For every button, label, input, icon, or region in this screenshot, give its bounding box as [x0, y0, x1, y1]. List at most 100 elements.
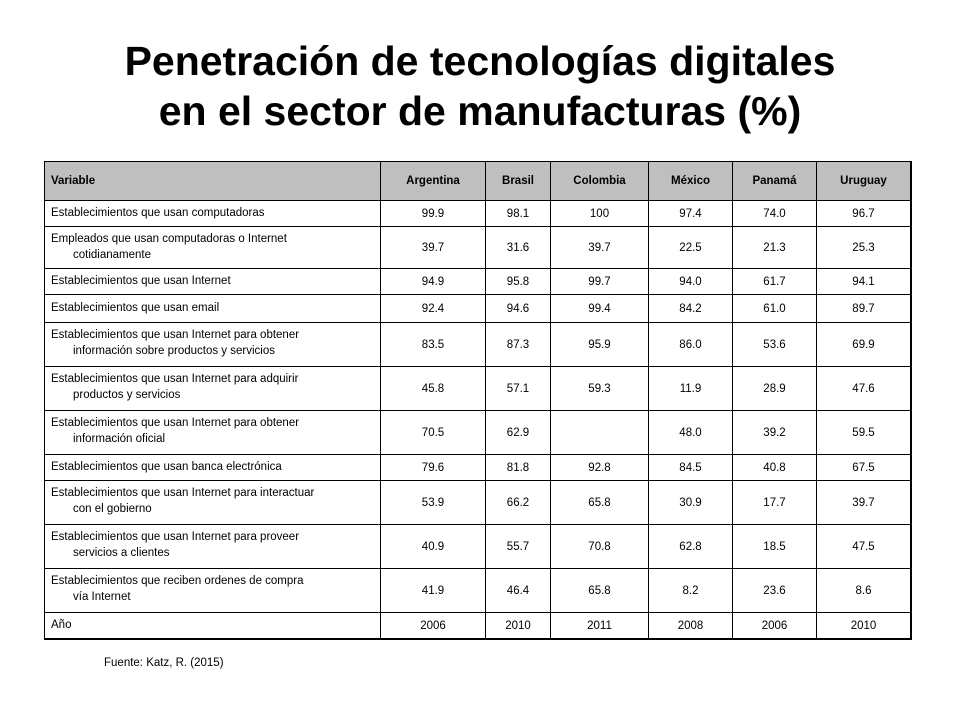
value-cell: 22.5	[648, 226, 733, 269]
variable-label: Establecimientos que usan Internet para …	[51, 531, 300, 543]
variable-cell: Establecimientos que usan computadoras	[44, 200, 381, 227]
value-cell: 2010	[816, 612, 912, 640]
value-cell: 55.7	[485, 524, 551, 569]
value-cell: 92.8	[550, 454, 649, 481]
value-cell: 84.2	[648, 294, 733, 323]
variable-label: Establecimientos que usan Internet para …	[51, 417, 300, 429]
data-table: Variable Argentina Brasil Colombia Méxic…	[44, 161, 912, 640]
value-cell: 41.9	[380, 568, 486, 613]
value-cell: 17.7	[732, 480, 817, 525]
value-cell: 59.5	[816, 410, 912, 455]
value-cell: 2006	[380, 612, 486, 640]
value-cell: 94.9	[380, 268, 486, 295]
table-row: Año 2006 2010 2011 2008 2006 2010	[44, 612, 912, 640]
variable-label: Establecimientos que usan computadoras	[51, 207, 265, 219]
variable-cell: Establecimientos que usan Internet para …	[44, 366, 381, 411]
value-cell: 59.3	[550, 366, 649, 411]
value-cell: 25.3	[816, 226, 912, 269]
value-cell: 62.9	[485, 410, 551, 455]
value-cell: 48.0	[648, 410, 733, 455]
variable-cell: Establecimientos que reciben ordenes de …	[44, 568, 381, 613]
source-note: Fuente: Katz, R. (2015)	[104, 657, 224, 669]
variable-label: Establecimientos que usan Internet para …	[51, 373, 299, 385]
table-row: Establecimientos que usan Internet para …	[44, 366, 912, 411]
variable-label: Establecimientos que usan email	[51, 302, 220, 314]
value-cell: 11.9	[648, 366, 733, 411]
header-cell: Panamá	[732, 161, 817, 201]
variable-cell: Año	[44, 612, 381, 640]
variable-label: Año	[51, 619, 72, 631]
variable-cell: Establecimientos que usan Internet para …	[44, 410, 381, 455]
value-cell: 21.3	[732, 226, 817, 269]
value-cell: 39.7	[380, 226, 486, 269]
table-row: Establecimientos que reciben ordenes de …	[44, 568, 912, 613]
value-cell: 47.5	[816, 524, 912, 569]
table-row: Establecimientos que usan Internet para …	[44, 322, 912, 367]
value-cell: 86.0	[648, 322, 733, 367]
value-cell: 23.6	[732, 568, 817, 613]
value-cell: 61.0	[732, 294, 817, 323]
value-cell: 53.9	[380, 480, 486, 525]
variable-cell: Establecimientos que usan email	[44, 294, 381, 323]
value-cell: 31.6	[485, 226, 551, 269]
value-cell: 87.3	[485, 322, 551, 367]
value-cell: 97.4	[648, 200, 733, 227]
value-cell: 28.9	[732, 366, 817, 411]
value-cell	[550, 410, 649, 455]
value-cell: 69.9	[816, 322, 912, 367]
value-cell: 99.9	[380, 200, 486, 227]
title-line-1: Penetración de tecnologías digitales	[124, 38, 836, 84]
value-cell: 8.6	[816, 568, 912, 613]
variable-label: Establecimientos que reciben ordenes de …	[51, 575, 304, 587]
value-cell: 89.7	[816, 294, 912, 323]
value-cell: 62.8	[648, 524, 733, 569]
value-cell: 100	[550, 200, 649, 227]
variable-label-continuation: cotidianamente	[73, 249, 151, 261]
value-cell: 65.8	[550, 480, 649, 525]
value-cell: 67.5	[816, 454, 912, 481]
value-cell: 53.6	[732, 322, 817, 367]
variable-label: Establecimientos que usan Internet para …	[51, 329, 300, 341]
table-row: Establecimientos que usan email 92.4 94.6 9…	[44, 294, 912, 323]
table-row: Establecimientos que usan Internet para …	[44, 524, 912, 569]
variable-cell: Empleados que usan computadoras o Intern…	[44, 226, 381, 269]
variable-cell: Establecimientos que usan Internet para …	[44, 322, 381, 367]
variable-label-continuation: información sobre productos y servicios	[73, 345, 275, 357]
header-cell: Argentina	[380, 161, 486, 201]
header-cell: Uruguay	[816, 161, 912, 201]
value-cell: 96.7	[816, 200, 912, 227]
value-cell: 40.8	[732, 454, 817, 481]
value-cell: 18.5	[732, 524, 817, 569]
value-cell: 30.9	[648, 480, 733, 525]
value-cell: 66.2	[485, 480, 551, 525]
value-cell: 70.8	[550, 524, 649, 569]
variable-cell: Establecimientos que usan Internet	[44, 268, 381, 295]
header-cell: Brasil	[485, 161, 551, 201]
value-cell: 39.7	[550, 226, 649, 269]
value-cell: 92.4	[380, 294, 486, 323]
table-row: Establecimientos que usan Internet 94.9 95…	[44, 268, 912, 295]
value-cell: 95.9	[550, 322, 649, 367]
variable-label: Establecimientos que usan Internet	[51, 275, 231, 287]
table-row: Establecimientos que usan banca electrón…	[44, 454, 912, 481]
variable-label-continuation: información oficial	[73, 433, 166, 445]
value-cell: 2010	[485, 612, 551, 640]
value-cell: 94.0	[648, 268, 733, 295]
value-cell: 84.5	[648, 454, 733, 481]
header-cell: México	[648, 161, 733, 201]
value-cell: 79.6	[380, 454, 486, 481]
value-cell: 39.2	[732, 410, 817, 455]
value-cell: 99.4	[550, 294, 649, 323]
value-cell: 61.7	[732, 268, 817, 295]
title-line-2: en el sector de manufacturas (%)	[158, 88, 802, 134]
page-title: Penetración de tecnologías digitales en …	[0, 36, 960, 136]
value-cell: 74.0	[732, 200, 817, 227]
variable-cell: Establecimientos que usan Internet para …	[44, 480, 381, 525]
value-cell: 94.1	[816, 268, 912, 295]
variable-label-continuation: vía Internet	[73, 591, 131, 603]
value-cell: 2006	[732, 612, 817, 640]
value-cell: 57.1	[485, 366, 551, 411]
value-cell: 2011	[550, 612, 649, 640]
variable-cell: Establecimientos que usan Internet para …	[44, 524, 381, 569]
value-cell: 81.8	[485, 454, 551, 481]
